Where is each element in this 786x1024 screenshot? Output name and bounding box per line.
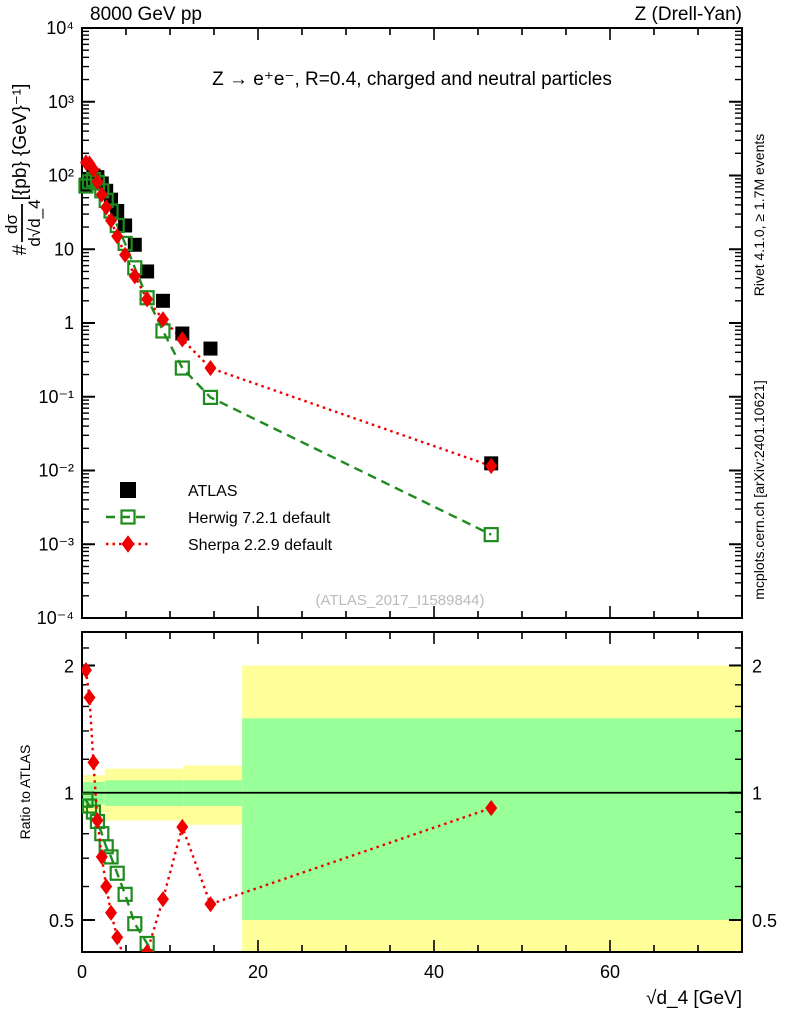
x-tick-label: 20 — [248, 962, 268, 982]
legend-label: ATLAS — [188, 483, 238, 500]
main-series-group — [78, 154, 499, 543]
marker-sherpa — [141, 291, 154, 308]
marker-herwig — [117, 886, 133, 902]
y-tick-label-main: 10⁻² — [38, 461, 74, 481]
marker-herwig — [483, 527, 499, 543]
ratio-line-herwig — [84, 799, 155, 952]
marker-sherpa — [156, 891, 169, 908]
x-axis-label: √d_4 [GeV] — [646, 988, 742, 1009]
marker-sherpa — [91, 173, 104, 190]
marker-sherpa — [87, 161, 100, 178]
marker-sherpa — [100, 878, 113, 895]
side-label-rivet: Rivet 4.1.0, ≥ 1.7M events — [751, 134, 767, 297]
y-tick-label-main: 10⁻¹ — [38, 387, 74, 407]
marker-sherpa — [111, 929, 124, 946]
y-axis-label-ratio: Ratio to ATLAS — [17, 745, 33, 840]
marker-atlas — [203, 341, 218, 356]
ratio-line-sherpa — [84, 669, 492, 952]
y-axis-label-units: [{pb} {GeV}⁻¹] — [10, 84, 31, 201]
marker-sherpa — [100, 199, 113, 216]
plot-title: Z → e⁺e⁻, R=0.4, charged and neutral par… — [212, 69, 612, 90]
y-tick-label-ratio: 1 — [64, 784, 74, 804]
marker-herwig — [174, 360, 190, 376]
marker-sherpa — [121, 535, 135, 553]
y-tick-label-main: 10⁻³ — [38, 534, 74, 554]
y-tick-label-main: 10 — [54, 239, 74, 259]
marker-atlas — [120, 482, 136, 498]
marker-atlas — [140, 264, 155, 279]
series-line-sherpa — [85, 161, 492, 468]
marker-sherpa — [105, 212, 118, 229]
marker-sherpa — [129, 965, 141, 981]
y-tick-label-main: 10⁴ — [46, 18, 74, 38]
y-tick-label-ratio: 2 — [64, 656, 74, 676]
marker-herwig — [156, 959, 169, 972]
marker-sherpa — [82, 662, 92, 679]
band-inner — [242, 718, 742, 920]
marker-sherpa — [119, 246, 132, 263]
y-tick-label-ratio-right: 2 — [752, 656, 762, 676]
main-panel-frame — [81, 27, 743, 619]
y-tick-label-main: 10² — [48, 166, 74, 186]
marker-sherpa — [119, 953, 131, 969]
marker-sherpa — [128, 268, 141, 285]
marker-sherpa — [111, 228, 124, 245]
marker-herwig — [120, 509, 136, 525]
ratio-clipped-content — [82, 662, 498, 997]
y-axis-label-numerator: dσ — [2, 214, 21, 234]
marker-sherpa — [105, 904, 118, 921]
x-tick-label: 40 — [424, 962, 444, 982]
marker-sherpa — [91, 812, 104, 829]
marker-herwig — [127, 916, 143, 932]
marker-herwig — [109, 865, 125, 881]
y-tick-label-main: 10³ — [48, 92, 74, 112]
x-tick-label: 60 — [600, 962, 620, 982]
legend-label: Herwig 7.2.1 default — [188, 510, 331, 527]
x-tick-label: 0 — [77, 962, 87, 982]
y-tick-label-main: 1 — [64, 313, 74, 333]
marker-sherpa — [176, 818, 189, 836]
ratio-series-group — [82, 662, 498, 997]
y-axis-label-hash: # — [10, 244, 31, 255]
legend: ATLAS Herwig 7.2.1 default Sherpa 2.2.9 de… — [106, 482, 333, 554]
marker-atlas — [118, 218, 133, 233]
legend-label: Sherpa 2.2.9 default — [188, 537, 333, 554]
marker-sherpa — [176, 331, 189, 348]
marker-sherpa — [485, 457, 498, 475]
marker-sherpa — [95, 186, 108, 203]
y-tick-label-ratio-right: 0.5 — [752, 911, 777, 931]
y-tick-label-main: 10⁻⁴ — [37, 608, 74, 628]
marker-sherpa — [204, 896, 217, 913]
marker-herwig — [176, 984, 189, 997]
marker-sherpa — [95, 848, 108, 866]
side-label-mcplots: mcplots.cern.ch [arXiv:2401.10621] — [751, 380, 767, 599]
marker-herwig — [202, 389, 219, 405]
marker-atlas — [155, 293, 170, 308]
marker-sherpa — [156, 311, 169, 328]
marker-sherpa — [87, 754, 100, 771]
series-line-herwig — [85, 178, 492, 536]
analysis-watermark: (ATLAS_2017_I1589844) — [315, 592, 484, 609]
ratio-axis-ticks — [81, 632, 743, 952]
marker-sherpa — [485, 799, 498, 817]
marker-sherpa — [141, 943, 154, 952]
header-left: 8000 GeV pp — [90, 4, 202, 25]
main-axis-ticks — [81, 27, 743, 619]
y-axis-label-denominator: d√d_4 — [25, 199, 44, 246]
ratio-uncertainty-bands — [82, 665, 742, 952]
marker-sherpa — [204, 359, 217, 377]
y-tick-label-ratio: 0.5 — [49, 911, 74, 931]
marker-sherpa — [83, 689, 96, 706]
header-right: Z (Drell-Yan) — [635, 4, 742, 25]
y-axis-label-main: # dσ d√d_4[{pb} {GeV}⁻¹] — [2, 84, 44, 256]
y-tick-label-ratio-right: 1 — [752, 784, 762, 804]
